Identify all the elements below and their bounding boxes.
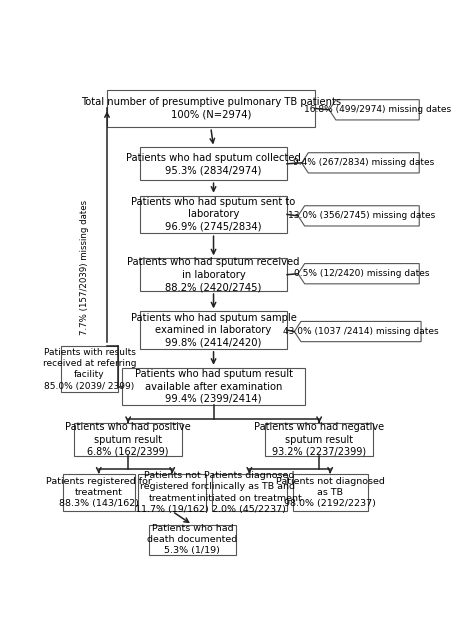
Bar	[138, 474, 206, 511]
Text: Patients who had sputum collected
95.3% (2834/2974): Patients who had sputum collected 95.3% …	[126, 153, 301, 175]
Polygon shape	[301, 153, 419, 173]
Bar	[122, 367, 305, 405]
Text: Patients who had sputum result
available after examination
99.4% (2399/2414): Patients who had sputum result available…	[135, 369, 292, 404]
Bar	[292, 474, 368, 511]
Bar	[74, 423, 182, 456]
Text: 7.7% (157/2039) missing dates: 7.7% (157/2039) missing dates	[80, 200, 89, 336]
Text: 13.0% (356/2745) missing dates: 13.0% (356/2745) missing dates	[288, 212, 436, 220]
Text: Patients not
registered for
treatment
11.7% (19/162): Patients not registered for treatment 11…	[136, 471, 209, 514]
Text: 43.0% (1037 /2414) missing dates: 43.0% (1037 /2414) missing dates	[283, 327, 439, 336]
Text: 16.8% (499/2974) missing dates: 16.8% (499/2974) missing dates	[304, 105, 451, 115]
Text: 0.5% (12/2420) missing dates: 0.5% (12/2420) missing dates	[294, 269, 430, 278]
Text: Patients who had
death documented
5.3% (1/19): Patients who had death documented 5.3% (…	[147, 524, 237, 555]
Polygon shape	[329, 100, 419, 120]
Bar	[107, 90, 315, 127]
Polygon shape	[298, 264, 419, 284]
Text: Patients registered for
treatment
88.3% (143/162): Patients registered for treatment 88.3% …	[46, 477, 152, 508]
Bar	[140, 311, 287, 349]
Text: Patients who had negative
sputum result
93.2% (2237/2399): Patients who had negative sputum result …	[254, 422, 384, 457]
Bar	[265, 423, 374, 456]
Text: 9.4% (267/2834) missing dates: 9.4% (267/2834) missing dates	[293, 158, 434, 167]
Polygon shape	[298, 206, 419, 226]
Text: Patients who had sputum sample
examined in laboratory
99.8% (2414/2420): Patients who had sputum sample examined …	[131, 313, 296, 347]
Text: Patients who had sputum received
in laboratory
88.2% (2420/2745): Patients who had sputum received in labo…	[128, 257, 300, 292]
Text: Patients diagnosed
clinically as TB and
initiated on treatment
2.0% (45/2237): Patients diagnosed clinically as TB and …	[197, 471, 302, 514]
Text: Patients not diagnosed
as TB
98.0% (2192/2237): Patients not diagnosed as TB 98.0% (2192…	[276, 477, 384, 508]
Polygon shape	[294, 321, 421, 342]
Bar	[140, 148, 287, 180]
Bar	[140, 196, 287, 233]
Text: Patients who had positive
sputum result
6.8% (162/2399): Patients who had positive sputum result …	[65, 422, 191, 457]
Bar	[149, 525, 236, 555]
Text: Patients with results
received at referring
facility
85.0% (2039/ 2399): Patients with results received at referr…	[43, 348, 137, 391]
Bar	[212, 474, 287, 511]
Bar	[63, 474, 135, 511]
Text: Patients who had sputum sent to
laboratory
96.9% (2745/2834): Patients who had sputum sent to laborato…	[131, 197, 296, 232]
Bar	[61, 347, 118, 393]
Text: Total number of presumptive pulmonary TB patients
100% (N=2974): Total number of presumptive pulmonary TB…	[81, 97, 341, 120]
Bar	[140, 259, 287, 291]
